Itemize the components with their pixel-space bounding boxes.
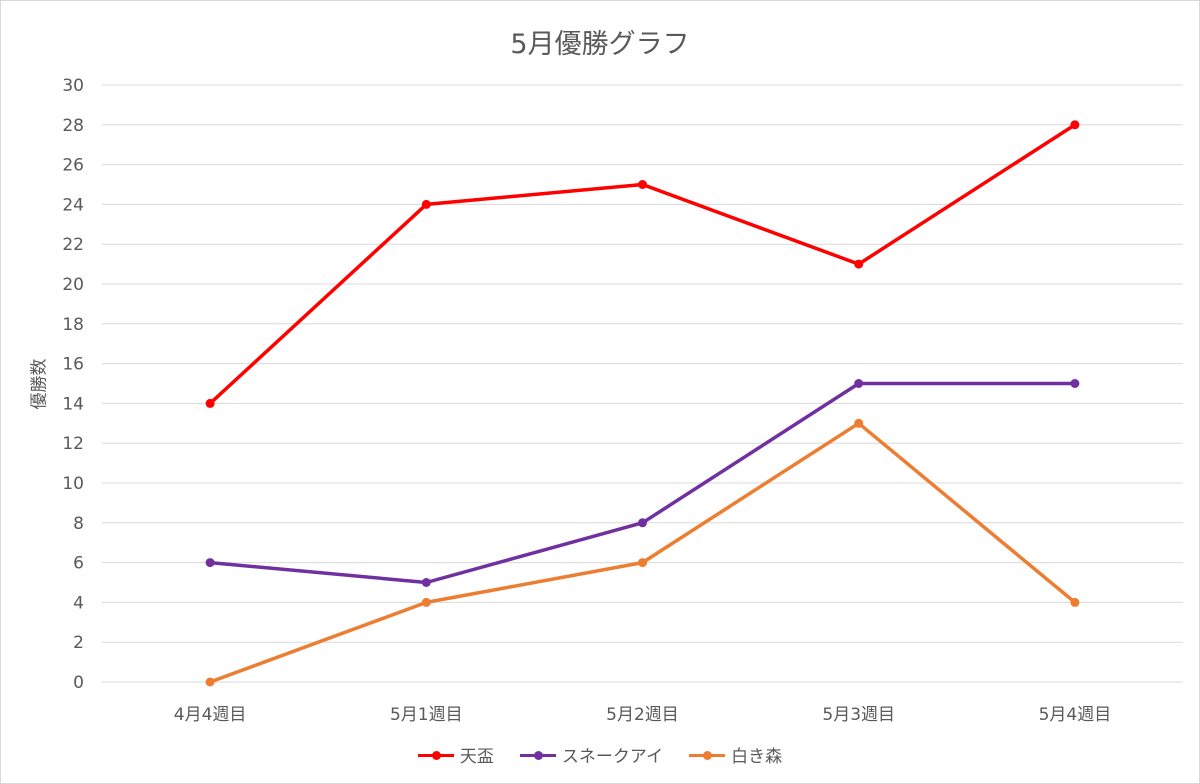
data-point-series-2 [638, 518, 647, 528]
y-tick-label: 8 [73, 514, 84, 534]
legend-item-series-3: 白き森 [689, 742, 782, 767]
x-tick-label: 5月2週目 [606, 705, 679, 725]
y-tick-label: 10 [62, 474, 84, 494]
x-tick-label: 5月4週目 [1039, 705, 1112, 725]
legend-label-series-2: スネークアイ [561, 747, 664, 767]
data-point-series-1 [854, 259, 864, 269]
y-tick-label: 18 [62, 315, 84, 335]
legend-marker-series-1 [417, 748, 454, 762]
y-tick-label: 2 [73, 633, 84, 653]
chart-title: 5月優勝グラフ [510, 29, 690, 60]
legend-label-series-1: 天盃 [459, 747, 494, 767]
y-tick-label: 14 [62, 394, 84, 414]
legend: 天盃 スネークアイ 白き森 [0, 742, 1200, 767]
y-tick-label: 16 [62, 355, 84, 375]
y-tick-label: 28 [62, 116, 84, 136]
legend-marker-series-3 [689, 748, 726, 762]
y-tick-label: 6 [73, 554, 84, 574]
y-tick-label: 12 [62, 434, 84, 454]
data-point-series-1 [1070, 120, 1080, 130]
data-point-series-1 [638, 180, 647, 189]
series-line-3 [208, 421, 1077, 684]
data-point-series-3 [638, 558, 647, 568]
y-tick-label: 24 [62, 195, 84, 215]
y-tick-label: 4 [73, 593, 84, 613]
series-line-1 [208, 123, 1077, 406]
legend-marker-series-2 [519, 748, 556, 762]
legend-label-series-3: 白き森 [731, 747, 783, 767]
data-point-series-3 [421, 597, 431, 607]
x-tick-label: 5月3週目 [822, 705, 895, 725]
y-tick-label: 30 [62, 76, 84, 96]
data-point-series-3 [854, 418, 864, 428]
y-tick-label: 22 [62, 235, 84, 255]
data-point-series-2 [854, 379, 864, 388]
y-tick-label: 26 [62, 156, 84, 176]
data-point-series-2 [205, 558, 215, 568]
y-tick-label: 0 [73, 673, 84, 693]
data-point-series-1 [421, 199, 431, 209]
data-point-series-2 [1070, 379, 1080, 388]
data-point-series-2 [421, 578, 431, 587]
data-point-series-1 [205, 398, 215, 408]
x-tick-label: 4月4週目 [174, 705, 247, 725]
legend-item-series-2: スネークアイ [519, 742, 664, 767]
x-tick-label: 5月1週目 [390, 705, 463, 725]
data-point-series-3 [205, 677, 215, 687]
legend-item-series-1: 天盃 [417, 742, 494, 767]
y-tick-label: 20 [62, 275, 84, 295]
data-point-series-3 [1070, 597, 1080, 607]
